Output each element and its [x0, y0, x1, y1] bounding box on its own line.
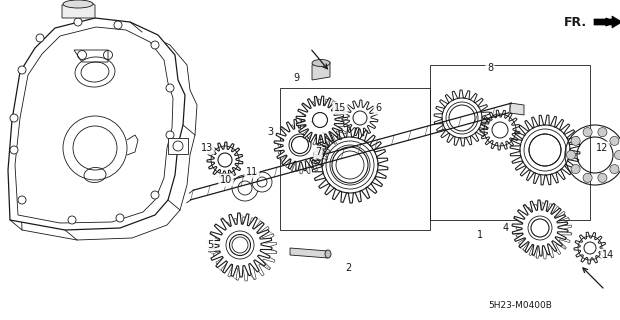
Text: 5H23-M0400B: 5H23-M0400B	[488, 301, 552, 310]
Ellipse shape	[63, 0, 93, 8]
Text: FR.: FR.	[564, 15, 587, 28]
Circle shape	[10, 114, 18, 122]
Text: 2: 2	[345, 263, 351, 273]
Text: 10: 10	[220, 175, 232, 185]
Text: 1: 1	[477, 230, 483, 240]
Polygon shape	[312, 62, 330, 80]
Text: 6: 6	[375, 103, 381, 113]
Circle shape	[583, 173, 592, 182]
Polygon shape	[510, 103, 524, 115]
Bar	[168, 138, 188, 154]
Circle shape	[583, 128, 592, 137]
Circle shape	[18, 196, 26, 204]
Circle shape	[151, 41, 159, 49]
Text: 5: 5	[207, 240, 213, 250]
Text: 13: 13	[201, 143, 213, 153]
Circle shape	[610, 164, 619, 174]
Polygon shape	[512, 200, 568, 256]
Text: 7: 7	[315, 147, 321, 157]
Polygon shape	[274, 119, 326, 171]
Circle shape	[166, 84, 174, 92]
Circle shape	[114, 21, 122, 29]
Text: 4: 4	[503, 223, 509, 233]
Polygon shape	[62, 2, 95, 18]
Polygon shape	[290, 248, 328, 258]
Circle shape	[116, 214, 124, 222]
Circle shape	[571, 164, 580, 174]
Circle shape	[36, 34, 44, 42]
Polygon shape	[8, 18, 185, 230]
Text: 9: 9	[293, 73, 299, 83]
Circle shape	[10, 146, 18, 154]
Circle shape	[614, 150, 620, 160]
Circle shape	[571, 136, 580, 146]
Polygon shape	[208, 213, 272, 277]
Polygon shape	[296, 96, 344, 144]
Circle shape	[252, 172, 272, 192]
Polygon shape	[594, 16, 620, 28]
Circle shape	[74, 18, 82, 26]
Circle shape	[68, 216, 76, 224]
Circle shape	[598, 128, 607, 137]
Text: 15: 15	[334, 103, 346, 113]
Ellipse shape	[312, 60, 330, 67]
Text: 3: 3	[267, 127, 273, 137]
Text: 14: 14	[602, 250, 614, 260]
Circle shape	[567, 150, 575, 160]
Circle shape	[151, 191, 159, 199]
Text: 12: 12	[596, 143, 608, 153]
Ellipse shape	[325, 250, 331, 258]
Circle shape	[18, 66, 26, 74]
Text: 11: 11	[246, 167, 258, 177]
Circle shape	[610, 136, 619, 146]
Circle shape	[166, 131, 174, 139]
Circle shape	[232, 175, 258, 201]
Text: 8: 8	[487, 63, 493, 73]
Circle shape	[598, 173, 607, 182]
